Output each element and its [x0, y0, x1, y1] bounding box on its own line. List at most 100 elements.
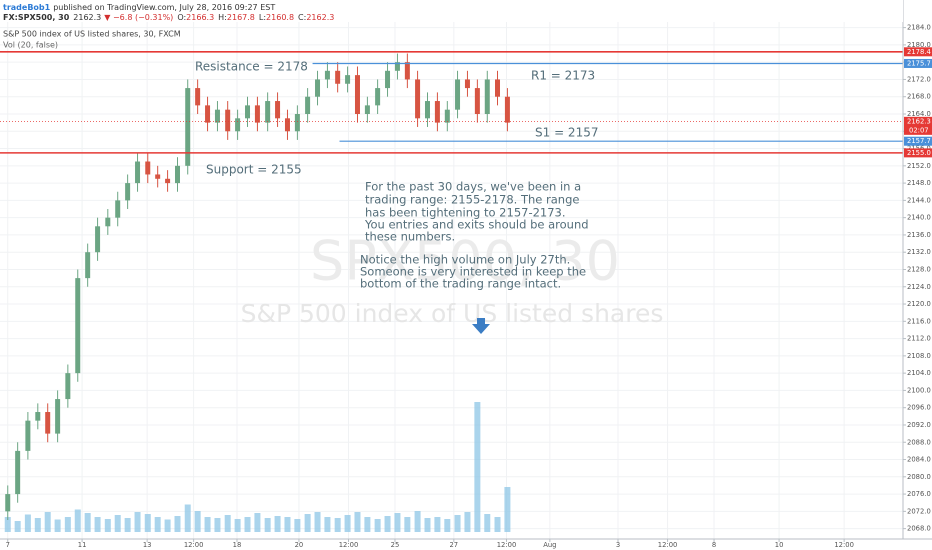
candle-body	[504, 96, 510, 123]
x-tick-label: 25	[391, 541, 400, 549]
volume-bar	[34, 518, 41, 532]
y-tick-label: 2152.0	[907, 162, 931, 170]
last: 2162.3	[73, 13, 101, 22]
change: ▼ −6.8 (−0.31%)	[104, 13, 173, 22]
x-tick-label: 8	[712, 541, 716, 549]
y-tick-label: 2168.0	[907, 93, 931, 101]
candle-body	[415, 79, 421, 119]
candle-body	[214, 109, 220, 123]
level-label-box	[904, 148, 932, 158]
candle-body	[55, 399, 61, 434]
x-tick-label: 20	[295, 541, 304, 549]
grid	[0, 22, 903, 539]
y-tick-label: 2116.0	[907, 317, 931, 325]
y-tick-label: 2084.0	[907, 456, 931, 464]
annotation: R1 = 2173	[531, 69, 595, 83]
volume-bar	[54, 519, 61, 532]
note-line: these numbers.	[365, 230, 455, 244]
candle-body	[145, 161, 151, 175]
candle-body	[385, 70, 391, 89]
ohlc-label: H:	[218, 13, 227, 22]
candle-body	[345, 75, 351, 84]
candle-body	[95, 226, 101, 253]
volume-bar	[274, 516, 281, 532]
note-line: bottom of the trading range intact.	[360, 277, 561, 291]
candle-body	[324, 70, 330, 80]
y-tick-label: 2108.0	[907, 352, 931, 360]
volume-bar	[214, 518, 221, 532]
volume-bar	[244, 517, 251, 532]
y-tick-label: 2096.0	[907, 404, 931, 412]
volume-bar	[314, 512, 321, 532]
volume-bar	[434, 517, 441, 532]
volume-bar	[464, 512, 471, 532]
watermark-description: S&P 500 index of US listed shares	[241, 299, 664, 328]
candle-body	[424, 101, 430, 119]
volume-bar	[404, 517, 411, 532]
watermark: SPX500, 30 S&P 500 index of US listed sh…	[241, 230, 664, 328]
candle-body	[15, 450, 21, 495]
volume-bar	[344, 515, 351, 532]
y-tick-label: 2144.0	[907, 196, 931, 204]
candle-body	[25, 420, 31, 451]
volume-bar	[324, 517, 331, 532]
level-label: 2157.7	[907, 137, 931, 145]
candle-body	[474, 88, 480, 114]
level-label-box	[904, 58, 932, 68]
volume-bar	[164, 519, 171, 532]
volume-bar	[304, 514, 311, 532]
note-line: Notice the high volume on July 27th.	[360, 253, 570, 267]
candle-body	[484, 79, 490, 114]
volume-bar	[24, 514, 31, 532]
volume-bar	[44, 512, 51, 532]
candle-body	[364, 105, 370, 114]
x-tick-label: Aug	[543, 541, 556, 549]
ohlc-label: L:	[259, 13, 266, 22]
ohlc-value: 2167.8	[227, 13, 255, 22]
header-line: tradeBob1 published on TradingView.com, J…	[3, 3, 275, 12]
note-line: trading range: 2155-2178. The range	[365, 193, 579, 207]
annotations: Resistance = 2178 R1 = 2173 S1 = 2157 Su…	[195, 60, 598, 334]
candle-body	[225, 109, 231, 132]
annotation: Resistance = 2178	[195, 60, 308, 74]
candle-body	[455, 79, 461, 110]
note-line: You entries and exits should be around	[364, 218, 589, 232]
volume-bar	[194, 511, 201, 532]
x-tick-label: 12:00	[184, 541, 204, 549]
ohlc-label: C:	[298, 13, 306, 22]
axes: 2068.0 2072.0 2076.0 2080.0 2084.0 2088.0 2092…	[6, 24, 932, 549]
price-axis	[903, 22, 932, 539]
candle-body	[85, 252, 91, 279]
volume-bar	[364, 517, 371, 532]
candle-body	[155, 174, 161, 179]
ohlc-label: O:	[177, 13, 186, 22]
candle-body	[75, 278, 81, 374]
candle-body	[65, 373, 71, 400]
y-tick-label: 2072.0	[907, 507, 931, 515]
candle-body	[235, 118, 241, 132]
candle-body	[375, 88, 381, 106]
ohlc: O:2166.3 H:2167.8 L:2160.8 C:2162.3	[177, 13, 334, 22]
x-tick-label: 10	[775, 541, 784, 549]
y-tick-label: 2140.0	[907, 214, 931, 222]
volume-bar	[74, 509, 81, 532]
volume-bar	[444, 519, 451, 532]
candle-body	[354, 75, 360, 114]
y-tick-label: 2124.0	[907, 283, 931, 291]
annotation: S1 = 2157	[535, 126, 598, 140]
candle-body	[315, 79, 321, 97]
author: tradeBob1	[3, 3, 51, 12]
candle-body	[35, 412, 41, 421]
volume-bar	[254, 513, 261, 532]
volume-bar	[394, 513, 401, 532]
candle-body	[125, 183, 131, 201]
candle-body	[245, 105, 251, 119]
down-arrow-icon	[472, 318, 490, 334]
candle-body	[434, 101, 440, 123]
volume-bar	[154, 517, 161, 532]
volume-bar	[114, 515, 121, 532]
volume-bar	[284, 517, 291, 532]
volume-bar	[354, 512, 361, 532]
